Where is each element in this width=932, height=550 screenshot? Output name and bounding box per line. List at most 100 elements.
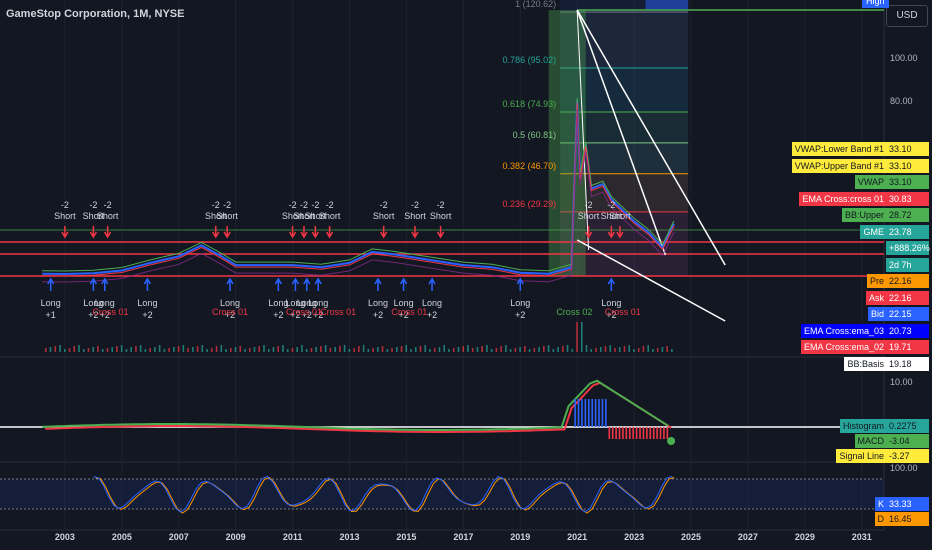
volume-bar (595, 348, 597, 352)
price-axis-label: 80.00 (890, 96, 913, 106)
price-tag: BB:Upper 28.72 (0, 208, 932, 222)
time-axis-label: 2021 (567, 532, 588, 542)
volume-bar (671, 349, 673, 352)
volume-bar (467, 345, 469, 352)
price-tag-value: 30.83 (886, 191, 929, 206)
price-tag: 2d 7h (0, 257, 932, 272)
price-tag-label: EMA Cross:ema_02 (800, 340, 887, 354)
volume-bar (652, 349, 654, 352)
stoch-tag-label: K (874, 497, 887, 511)
volume-bar (400, 346, 403, 352)
short-signal-label: -2 (326, 200, 334, 210)
volume-bar (661, 347, 664, 352)
price-tag: GME 23.78 (0, 224, 932, 239)
macd-tag-value: 0.2275 (886, 419, 929, 433)
volume-bar (334, 347, 336, 352)
price-axis-label: 100.00 (890, 53, 918, 63)
volume-bar (424, 345, 427, 352)
volume-bar (263, 345, 265, 352)
fib-level-label: 0.236 (29.29) (502, 198, 557, 209)
volume-bar (348, 349, 351, 352)
long-signal-label: Long (601, 298, 621, 308)
fib-level-label: 1 (120.62) (515, 0, 557, 9)
volume-bar (353, 348, 355, 352)
volume-bar (187, 348, 189, 352)
volume-bar (557, 347, 559, 352)
volume-bar (438, 347, 441, 352)
short-arrow-icon (436, 226, 445, 239)
long-arrow-icon (47, 277, 55, 291)
long-signal-label: Long (285, 298, 305, 308)
macd-histogram-bar (632, 427, 634, 439)
volume-bar (448, 349, 450, 352)
price-tag-label: Bid (867, 307, 887, 321)
macd-tag-value: -3.04 (886, 434, 929, 448)
price-tag-label: VWAP:Lower Band #1 (791, 142, 887, 156)
price-tag: VWAP:Lower Band #1 33.10 (0, 142, 932, 156)
volume-bar (543, 346, 545, 352)
volume-bar (225, 349, 227, 352)
long-arrow-icon (89, 277, 98, 291)
stoch-tag: K 33.33 (0, 497, 932, 511)
volume-bar (173, 347, 175, 352)
short-signal-label: -2 (411, 200, 419, 210)
volume-bar (637, 348, 640, 352)
short-arrow-icon (89, 226, 98, 239)
macd-histogram-bar (639, 427, 641, 439)
high-tag: High (862, 0, 889, 8)
volume-bar (78, 345, 80, 352)
volume-bar (73, 346, 76, 352)
short-arrow-icon (411, 226, 419, 239)
volume-bar (135, 346, 137, 352)
volume-bar (471, 348, 474, 352)
volume-bar (462, 346, 464, 352)
volume-bar (566, 345, 569, 352)
long-signal-label: Long (297, 298, 317, 308)
volume-bar (367, 349, 370, 352)
price-tag-label: Pre (866, 274, 887, 288)
volume-bar (623, 346, 626, 352)
long-signal-label: Long (308, 298, 328, 308)
volume-bar (538, 347, 540, 352)
volume-bar (296, 347, 298, 352)
volume-bar (201, 345, 204, 352)
macd-histogram-bar (635, 427, 638, 439)
macd-histogram-bar (581, 399, 583, 427)
volume-bar (410, 349, 412, 352)
short-arrow-icon (616, 226, 624, 239)
price-tag-value: +888.26% (886, 241, 930, 255)
volume-bar (377, 347, 379, 352)
price-tag-label: VWAP:Upper Band #1 (791, 158, 887, 173)
volume-bar (130, 347, 132, 352)
time-axis-label: 2025 (681, 532, 702, 542)
volume-bar (286, 349, 289, 352)
short-signal-label: -2 (104, 200, 112, 210)
trend-line (576, 9, 726, 266)
volume-bar (509, 349, 512, 352)
volume-bar (585, 345, 588, 352)
currency-button[interactable]: USD (886, 5, 928, 27)
volume-bar (192, 347, 194, 352)
price-tag: Bid 22.15 (0, 307, 932, 321)
fib-level-label: 0.5 (60.81) (512, 129, 557, 140)
short-signal-label: -2 (311, 200, 319, 210)
macd-histogram-bar (611, 427, 614, 439)
volume-bar (139, 345, 142, 352)
short-signal-label: Short (609, 211, 631, 221)
macd-histogram-bar (577, 399, 580, 427)
volume-bar (362, 345, 365, 352)
long-signal-label: Long (510, 298, 530, 308)
volume-bar (211, 348, 213, 352)
volume-bar (571, 349, 574, 352)
long-signal-label: +2 (398, 310, 408, 320)
volume-bar (277, 346, 280, 352)
volume-bar (177, 346, 180, 352)
price-tag: EMA Cross:ema_03 20.73 (0, 323, 932, 338)
volume-bar (258, 346, 261, 352)
volume-bar (229, 348, 232, 352)
long-signal-label: Long (368, 298, 388, 308)
long-signal-label: +2 (225, 310, 235, 320)
long-signal-label: Long (220, 298, 240, 308)
short-arrow-icon (223, 226, 231, 239)
time-axis-label: 2027 (737, 532, 758, 542)
